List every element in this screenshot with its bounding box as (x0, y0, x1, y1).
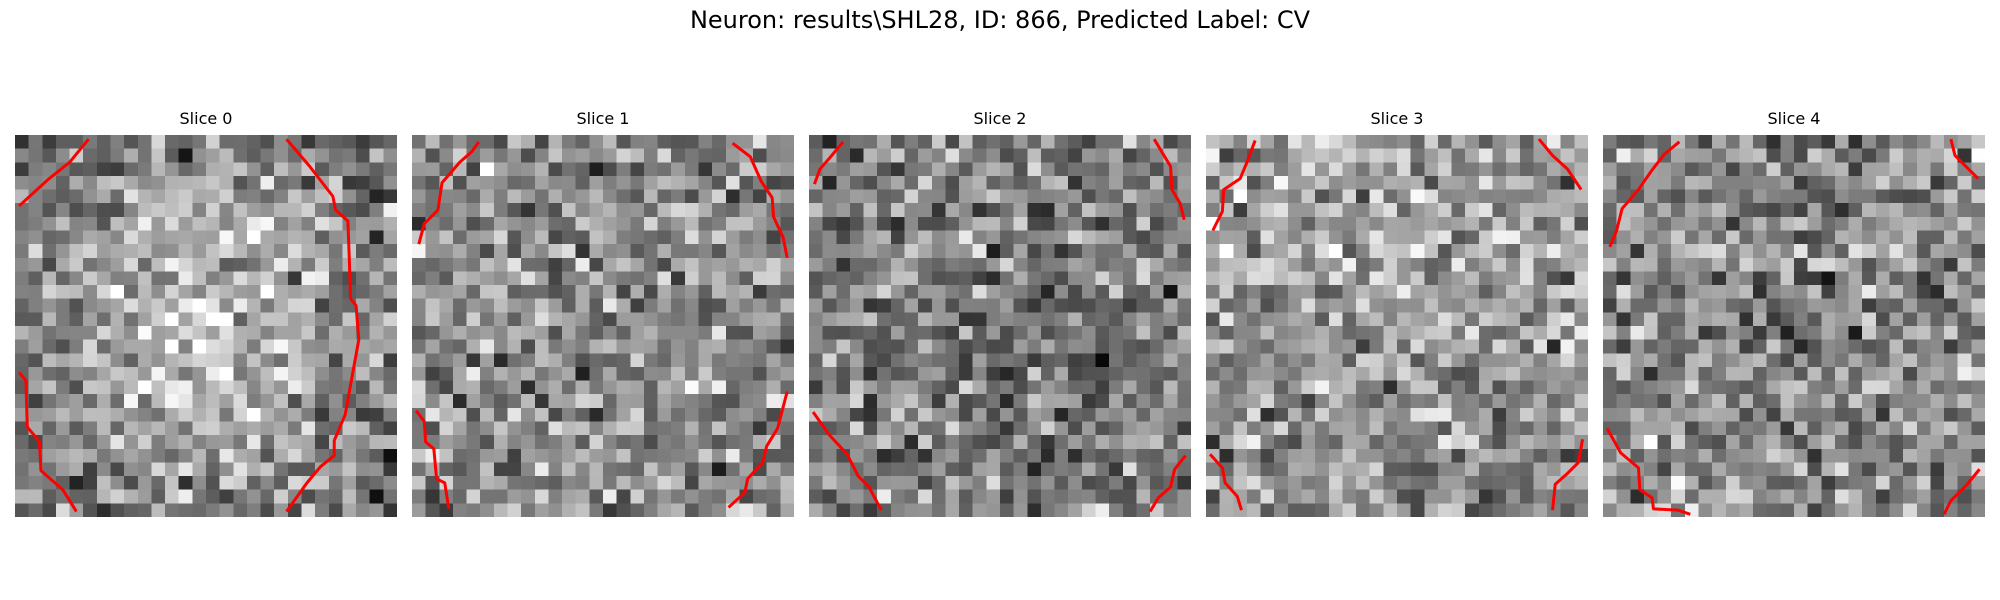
contour-line (1537, 138, 1583, 191)
contour-line (1949, 138, 1980, 180)
contour-line (811, 411, 883, 511)
contour-line (285, 138, 361, 513)
slice-title: Slice 1 (576, 109, 630, 128)
contour-line (1211, 139, 1257, 232)
contour-line (18, 138, 90, 208)
slice-image (412, 135, 794, 517)
contour-line (727, 391, 789, 509)
contour-line (1605, 427, 1691, 516)
figure-title: Neuron: results\SHL28, ID: 866, Predicte… (689, 6, 1311, 34)
slice-image (1206, 135, 1588, 517)
contour-line (1608, 140, 1681, 248)
contour-line (414, 409, 451, 510)
contour-line (17, 371, 78, 513)
slice-image (15, 135, 397, 517)
slice-title: Slice 2 (973, 109, 1027, 128)
contour-line (1942, 468, 1981, 515)
slice-image (809, 135, 1191, 517)
slice-image (1603, 135, 1985, 517)
contour-line (1551, 438, 1585, 511)
contour-line (1208, 453, 1243, 511)
contour-line (417, 140, 481, 245)
slice-title: Slice 4 (1767, 109, 1821, 128)
contour-line (813, 140, 845, 185)
contour-line (1148, 454, 1187, 513)
slice-title: Slice 0 (179, 109, 233, 128)
contour-line (1152, 138, 1186, 220)
contour-line (731, 141, 789, 259)
slice-title: Slice 3 (1370, 109, 1424, 128)
